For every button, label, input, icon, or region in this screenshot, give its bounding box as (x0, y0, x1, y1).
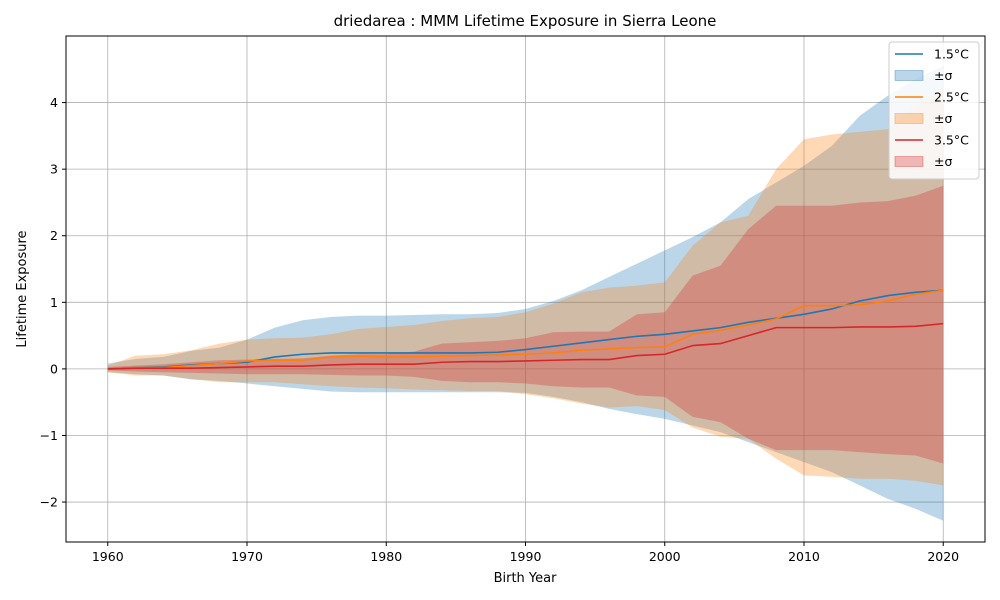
x-tick-label-2010: 2010 (788, 549, 820, 564)
line-series-0 (107, 289, 944, 370)
legend-band-label-1: ±σ (934, 111, 952, 126)
chart-title: driedarea : MMM Lifetime Exposure in Sie… (334, 12, 717, 30)
grid-layer (66, 36, 985, 542)
y-axis-label: Lifetime Exposure (15, 230, 30, 347)
x-tick-label-1990: 1990 (510, 549, 542, 564)
legend-label-0: 1.5°C (934, 47, 969, 62)
band-series-0 (107, 65, 944, 521)
x-tick-label-1960: 1960 (92, 549, 124, 564)
legend-band-label-2: ±σ (934, 154, 952, 169)
legend-band-swatch-2 (894, 156, 924, 167)
x-axis-label: Birth Year (494, 571, 558, 586)
y-tick-label-6: 4 (50, 95, 58, 110)
y-tick-label-4: 2 (50, 228, 58, 243)
y-tick-label-1: −1 (40, 428, 58, 443)
band-series-2 (107, 185, 944, 464)
legend: 1.5°C ±σ 2.5°C ±σ 3.5°C ±σ (888, 41, 980, 180)
y-tick-label-3: 1 (50, 295, 58, 310)
line-series-2 (107, 322, 944, 370)
x-tick-label-2000: 2000 (649, 549, 681, 564)
legend-label-1: 2.5°C (934, 90, 969, 105)
y-tick-label-5: 3 (50, 162, 58, 177)
legend-band-swatch-1 (894, 113, 924, 124)
band-series-1 (107, 87, 944, 486)
plot-area (65, 35, 986, 543)
y-ticks: −2 −1 0 1 2 3 4 (40, 95, 66, 510)
band-layer (107, 65, 944, 521)
line-series-1 (107, 289, 944, 370)
legend-band-label-0: ±σ (934, 68, 952, 83)
legend-box (888, 41, 980, 180)
x-tick-label-1970: 1970 (231, 549, 263, 564)
legend-label-2: 3.5°C (934, 133, 969, 148)
x-tick-label-2020: 2020 (927, 549, 959, 564)
line-layer (107, 289, 944, 370)
x-ticks: 1960 1970 1980 1990 2000 2010 2020 (92, 542, 959, 564)
legend-band-swatch-0 (894, 70, 924, 81)
y-tick-label-2: 0 (50, 361, 58, 376)
x-tick-label-1980: 1980 (370, 549, 402, 564)
y-tick-label-0: −2 (40, 495, 58, 510)
